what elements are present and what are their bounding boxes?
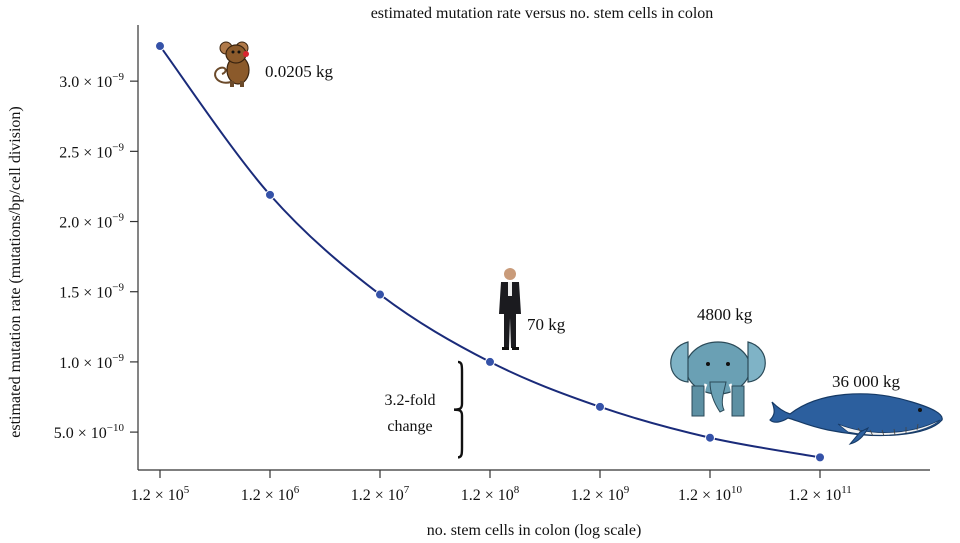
x-tick-label: 1.2 × 1010 — [678, 484, 743, 504]
x-tick-label: 1.2 × 108 — [461, 484, 520, 504]
elephant-mass-label: 4800 kg — [697, 305, 753, 324]
mouse-icon — [214, 41, 250, 87]
data-point — [155, 41, 165, 52]
y-axis-label: estimated mutation rate (mutations/bp/ce… — [7, 106, 24, 437]
whale-icon — [769, 393, 943, 445]
bracket-shape — [453, 360, 464, 459]
y-tick-label: 3.0 × 10−9 — [59, 71, 124, 91]
x-tick-label: 1.2 × 109 — [571, 484, 630, 504]
data-point — [265, 189, 275, 200]
bracket-label-line2: change — [387, 418, 432, 435]
y-tick-label: 2.0 × 10−9 — [59, 212, 124, 232]
data-point — [485, 356, 495, 367]
x-ticks: 1.2 × 105 1.2 × 106 1.2 × 107 1.2 × 108 1.2 … — [131, 470, 852, 504]
mouse-mass-label: 0.0205 kg — [265, 62, 334, 81]
bracket-label-line1: 3.2-fold — [384, 392, 435, 409]
y-ticks: 5.0 × 10−10 1.0 × 10−9 1.5 × 10−9 2.0 × 10−… — [54, 71, 138, 442]
x-axis-label: no. stem cells in colon (log scale) — [427, 522, 642, 539]
data-point — [375, 289, 385, 300]
data-point — [815, 452, 825, 463]
y-tick-label: 1.5 × 10−9 — [59, 282, 124, 302]
chart-title: estimated mutation rate versus no. stem … — [371, 5, 714, 22]
fold-change-bracket: 3.2-fold change — [384, 360, 464, 459]
human-icon — [499, 268, 521, 350]
x-tick-label: 1.2 × 106 — [241, 484, 300, 504]
y-tick-label: 5.0 × 10−10 — [54, 422, 125, 442]
y-tick-label: 1.0 × 10−9 — [59, 352, 124, 372]
x-tick-label: 1.2 × 105 — [131, 484, 190, 504]
human-mass-label: 70 kg — [527, 315, 566, 334]
whale-mass-label: 36 000 kg — [832, 372, 901, 391]
x-tick-label: 1.2 × 107 — [351, 484, 410, 504]
elephant-icon — [670, 341, 766, 417]
y-tick-label: 2.5 × 10−9 — [59, 141, 124, 161]
data-point — [595, 401, 605, 412]
series-layer — [155, 41, 825, 463]
data-point — [705, 432, 715, 443]
x-tick-label: 1.2 × 1011 — [788, 484, 852, 504]
